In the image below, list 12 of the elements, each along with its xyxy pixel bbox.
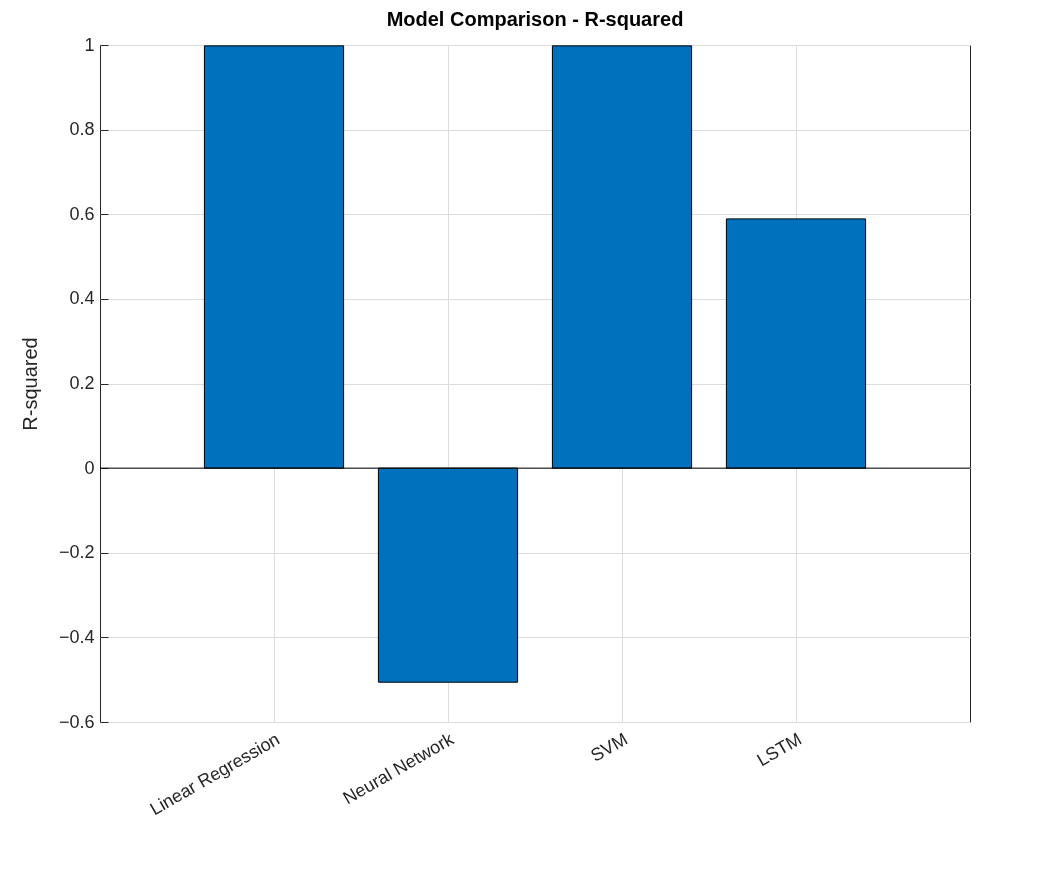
y-tick-label: 0.2 xyxy=(69,373,95,393)
y-tick-label: −0.2 xyxy=(58,542,95,563)
chart-title: Model Comparison - R-squared xyxy=(386,8,684,30)
y-tick-label: −0.4 xyxy=(58,626,95,647)
y-tick-label: 0.4 xyxy=(69,288,95,309)
y-tick-label: 0.6 xyxy=(69,203,95,224)
y-axis-title: R-squared xyxy=(18,337,41,431)
x-tick-label: SVM xyxy=(587,728,631,766)
y-tick-label: 0 xyxy=(84,457,95,478)
y-tick-label: 0.8 xyxy=(69,119,95,140)
y-tick-label: −0.6 xyxy=(58,711,95,732)
y-tick-label: 1 xyxy=(84,34,95,55)
